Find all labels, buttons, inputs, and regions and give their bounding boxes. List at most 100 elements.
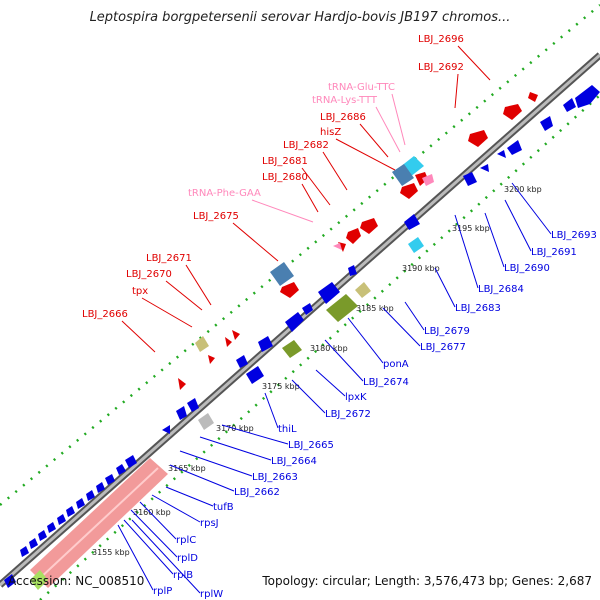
gene-label[interactable]: LBJ_2675 <box>193 211 239 222</box>
gene-forward <box>208 355 215 364</box>
leader-line <box>264 392 279 429</box>
leader-line <box>179 450 253 477</box>
gene-label[interactable]: rplW <box>200 589 223 600</box>
gene-reverse <box>76 498 85 509</box>
leader-lines <box>117 45 552 594</box>
gene-label[interactable]: LBJ_2665 <box>288 440 334 451</box>
trna-gene <box>333 243 342 250</box>
gene-label[interactable]: LBJ_2683 <box>455 303 501 314</box>
leader-line <box>391 93 406 146</box>
tick-label: 3190 kbp <box>402 264 440 273</box>
leader-line <box>117 524 154 591</box>
leader-line <box>484 212 505 268</box>
gene-label[interactable]: LBJ_2686 <box>320 112 366 123</box>
gene-reverse <box>480 164 489 172</box>
gene-label[interactable]: tpx <box>132 286 148 297</box>
gene-label[interactable]: LBJ_2674 <box>363 377 409 388</box>
gene-label[interactable]: rpsJ <box>200 518 219 529</box>
leader-line <box>347 317 384 364</box>
gene-label[interactable]: LBJ_2670 <box>126 269 172 280</box>
gene-label[interactable]: rplD <box>177 553 198 564</box>
gene-label[interactable]: ponA <box>383 359 409 370</box>
gene-label[interactable]: LBJ_2684 <box>478 284 524 295</box>
gene-reverse <box>187 398 199 412</box>
gene-reverse <box>302 303 313 315</box>
gene-reverse <box>540 116 553 131</box>
gene-label[interactable]: LBJ_2671 <box>146 253 192 264</box>
gene-labels[interactable]: LBJ_2696 LBJ_2692 tRNA-Glu-TTC tRNA-Lys-TTT… <box>82 34 597 600</box>
gene-label[interactable]: LBJ_2662 <box>234 487 280 498</box>
tick-label: 3180 kbp <box>310 344 348 353</box>
leader-line <box>301 167 331 206</box>
leader-line <box>359 123 389 158</box>
tick-label: 3155 kbp <box>92 548 130 557</box>
gene-reverse <box>96 482 105 493</box>
gene-forward <box>178 378 186 390</box>
gene-label[interactable]: hisZ <box>320 127 341 138</box>
leader-line <box>404 301 425 331</box>
leader-line <box>169 464 235 492</box>
rrna-gene <box>408 237 424 253</box>
gene-reverse <box>246 366 264 384</box>
gene-label[interactable]: tRNA-Phe-GAA <box>188 188 261 199</box>
gene-reverse <box>57 514 66 525</box>
gene-label[interactable]: tRNA-Lys-TTT <box>312 95 378 106</box>
gene-label[interactable]: rplB <box>173 570 193 581</box>
gene-label[interactable]: LBJ_2679 <box>424 326 470 337</box>
gene-label[interactable]: lpxK <box>345 392 367 403</box>
leader-line <box>185 264 212 306</box>
gene-label[interactable]: thiL <box>278 424 297 435</box>
gene-reverse <box>463 172 477 186</box>
gene-label[interactable]: LBJ_2691 <box>531 247 577 258</box>
gene-label[interactable]: LBJ_2696 <box>418 34 464 45</box>
grey-gene <box>198 413 214 430</box>
reverse-genes <box>4 85 600 588</box>
gene-reverse <box>176 406 187 420</box>
gene-forward <box>280 282 299 298</box>
gene-label[interactable]: rplC <box>176 535 196 546</box>
leader-line <box>511 182 552 235</box>
gene-reverse <box>285 312 304 332</box>
gene-label[interactable]: LBJ_2666 <box>82 309 128 320</box>
gene-reverse <box>20 546 29 557</box>
gene-label[interactable]: LBJ_2690 <box>504 263 550 274</box>
gene-label[interactable]: LBJ_2680 <box>262 172 308 183</box>
steel-gene <box>392 164 414 186</box>
gene-label[interactable]: LBJ_2663 <box>252 472 298 483</box>
khaki-gene <box>195 336 209 352</box>
leader-line <box>315 369 346 397</box>
gene-reverse <box>236 355 248 368</box>
khaki-gene <box>355 282 371 298</box>
leader-line <box>123 519 174 575</box>
gene-reverse <box>38 530 47 541</box>
trna-gene <box>422 174 434 186</box>
gene-reverse <box>507 140 522 155</box>
map-title: Leptospira borgpetersenii serovar Hardjo… <box>89 10 511 25</box>
gene-forward <box>503 104 522 120</box>
leader-line <box>375 106 401 153</box>
gene-label[interactable]: LBJ_2693 <box>551 230 597 241</box>
gene-label[interactable]: LBJ_2664 <box>271 456 317 467</box>
gene-forward <box>225 337 232 347</box>
leader-line <box>130 509 178 558</box>
leader-line <box>121 320 156 353</box>
gene-label[interactable]: tufB <box>213 502 234 513</box>
gene-label[interactable]: LBJ_2682 <box>283 140 329 151</box>
leader-line <box>165 486 214 507</box>
gene-forward <box>468 130 488 147</box>
gene-label[interactable]: rplP <box>153 586 172 597</box>
olive-gene <box>282 340 302 358</box>
accession-text: Accession: NC_008510 <box>8 574 145 588</box>
gene-label[interactable]: tRNA-Glu-TTC <box>328 82 395 93</box>
leader-line <box>335 138 396 171</box>
gene-label[interactable]: LBJ_2692 <box>418 62 464 73</box>
gene-label[interactable]: LBJ_2681 <box>262 156 308 167</box>
gene-label[interactable]: LBJ_2672 <box>325 409 371 420</box>
gene-reverse <box>318 282 340 304</box>
gene-label[interactable]: LBJ_2677 <box>420 342 466 353</box>
tick-label: 3195 kbp <box>452 224 490 233</box>
outer-dotted-guide <box>0 4 600 506</box>
steel-gene <box>270 262 294 286</box>
gene-reverse <box>86 490 95 501</box>
